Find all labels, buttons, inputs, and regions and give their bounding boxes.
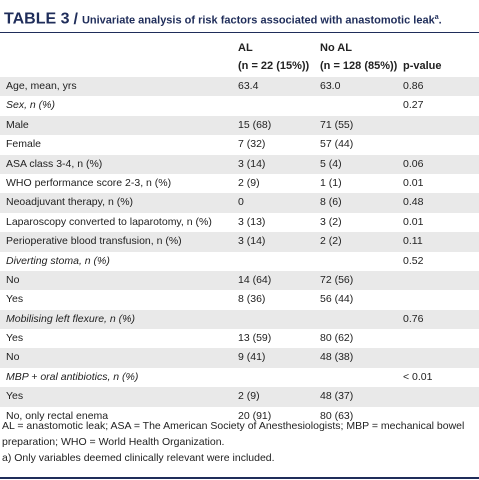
table-row: MBP + oral antibiotics, n (%) < 0.01 <box>0 368 479 387</box>
header-no-al-n: (n = 128 (85%)) <box>320 60 398 72</box>
cell-label: Perioperative blood transfusion, n (%) <box>6 235 182 248</box>
header-p: p-value <box>403 60 442 72</box>
table-row: Neoadjuvant therapy, n (%) 0 8 (6) 0.48 <box>0 193 479 213</box>
cell-no-al: 8 (6) <box>320 196 342 209</box>
cell-al: 0 <box>238 196 244 209</box>
cell-label: Age, mean, yrs <box>6 80 77 92</box>
cell-label: No, only rectal enema <box>6 409 109 422</box>
table-row: No 9 (41) 48 (38) <box>0 348 479 368</box>
cell-al: 14 (64) <box>238 273 272 286</box>
cell-no-al: 72 (56) <box>320 273 354 286</box>
cell-no-al: 5 (4) <box>320 157 342 170</box>
rule <box>0 477 479 479</box>
cell-label: Yes <box>6 390 24 403</box>
cell-p: 0.01 <box>403 215 424 228</box>
title: TABLE 3/Univariate analysis of risk fact… <box>4 6 442 30</box>
cell-p: 0.76 <box>403 312 424 325</box>
cell-al: 8 (36) <box>238 293 266 306</box>
table-row: Age, mean, yrs 63.4 63.0 0.86 <box>0 77 479 97</box>
cell-no-al: 48 (38) <box>320 351 354 364</box>
cell-al: 2 (9) <box>238 176 260 189</box>
cell-al: 9 (41) <box>238 351 266 364</box>
table-row: Yes 8 (36) 56 (44) <box>0 290 479 309</box>
table-row: No 14 (64) 72 (56) <box>0 270 479 291</box>
cell-no-al: 48 (37) <box>320 390 354 403</box>
table-row: Female 7 (32) 57 (44) <box>0 135 479 154</box>
table-row: ASA class 3-4, n (%) 3 (14) 5 (4) 0.06 <box>0 154 479 174</box>
cell-no-al: 1 (1) <box>320 176 342 189</box>
cell-label: Mobilising left flexure, n (%) <box>6 312 135 325</box>
cell-label: WHO performance score 2-3, n (%) <box>6 176 172 189</box>
table-row: No, only rectal enema 20 (91) 80 (63) <box>0 407 479 426</box>
cell-label: Female <box>6 138 42 151</box>
table-row: Yes 13 (59) 80 (62) <box>0 329 479 348</box>
table-row: Diverting stoma, n (%) 0.52 <box>0 252 479 271</box>
table-header: AL (n = 22 (15%)) No AL (n = 128 (85%)) … <box>0 38 479 76</box>
header-no-al: No AL <box>320 42 352 54</box>
cell-al: 63.4 <box>238 80 259 92</box>
cell-p: 0.48 <box>403 196 424 209</box>
header-al: AL <box>238 42 253 54</box>
cell-p: 0.52 <box>403 254 424 267</box>
cell-al: 3 (13) <box>238 215 266 228</box>
cell-label: No <box>6 273 20 286</box>
cell-no-al: 71 (55) <box>320 118 354 131</box>
cell-p: 0.11 <box>403 235 423 248</box>
cell-al: 3 (14) <box>238 157 266 170</box>
cell-no-al: 80 (62) <box>320 332 354 345</box>
cell-label: Yes <box>6 332 24 345</box>
table-row: Sex, n (%) 0.27 <box>0 96 479 115</box>
rule <box>0 32 479 33</box>
cell-label: No <box>6 351 20 364</box>
table-label: TABLE 3 <box>4 10 70 28</box>
cell-p: 0.27 <box>403 99 424 112</box>
cell-label: MBP + oral antibiotics, n (%) <box>6 370 139 383</box>
cell-no-al: 80 (63) <box>320 409 354 422</box>
cell-p: < 0.01 <box>403 370 433 383</box>
title-text: Univariate analysis of risk factors asso… <box>81 14 435 27</box>
cell-p: 0.01 <box>403 176 424 189</box>
table-row: Laparoscopy converted to laparotomy, n (… <box>0 213 479 232</box>
cell-no-al: 2 (2) <box>320 235 342 248</box>
table-row: WHO performance score 2-3, n (%) 2 (9) 1 (… <box>0 174 479 193</box>
title-end: . <box>438 14 442 27</box>
table-row: Yes 2 (9) 48 (37) <box>0 387 479 407</box>
footnotes: AL = anastomotic leak; ASA = The America… <box>2 418 473 466</box>
cell-al: 3 (14) <box>238 235 266 248</box>
table-row: Mobilising left flexure, n (%) 0.76 <box>0 309 479 330</box>
cell-no-al: 57 (44) <box>320 138 354 151</box>
cell-p: 0.86 <box>403 80 424 92</box>
cell-label: Neoadjuvant therapy, n (%) <box>6 196 134 209</box>
cell-al: 13 (59) <box>238 332 272 345</box>
cell-no-al: 3 (2) <box>320 215 342 228</box>
table-body: Age, mean, yrs 63.4 63.0 0.86 Sex, n (%) 0.27… <box>0 77 479 426</box>
cell-al: 7 (32) <box>238 138 266 151</box>
cell-label: Diverting stoma, n (%) <box>6 254 110 267</box>
footnote: a) Only variables deemed clinically rele… <box>2 452 275 464</box>
cell-al: 2 (9) <box>238 390 260 403</box>
title-footnote-ref: a <box>434 14 439 21</box>
cell-label: Laparoscopy converted to laparotomy, n (… <box>6 215 212 228</box>
header-al-n: (n = 22 (15%)) <box>238 60 310 72</box>
cell-p: 0.06 <box>403 157 424 170</box>
footnote: AL = anastomotic leak; ASA = The America… <box>2 420 465 448</box>
cell-al: 20 (91) <box>238 409 272 422</box>
cell-label: Yes <box>6 293 24 306</box>
cell-label: Sex, n (%) <box>6 99 56 112</box>
separator: / <box>73 10 78 28</box>
table-row: Male 15 (68) 71 (55) <box>0 115 479 136</box>
cell-al: 15 (68) <box>238 118 272 131</box>
cell-no-al: 56 (44) <box>320 293 354 306</box>
table-row: Perioperative blood transfusion, n (%) 3 … <box>0 232 479 252</box>
cell-no-al: 63.0 <box>320 80 341 92</box>
cell-label: Male <box>6 118 29 131</box>
cell-label: ASA class 3-4, n (%) <box>6 157 103 170</box>
